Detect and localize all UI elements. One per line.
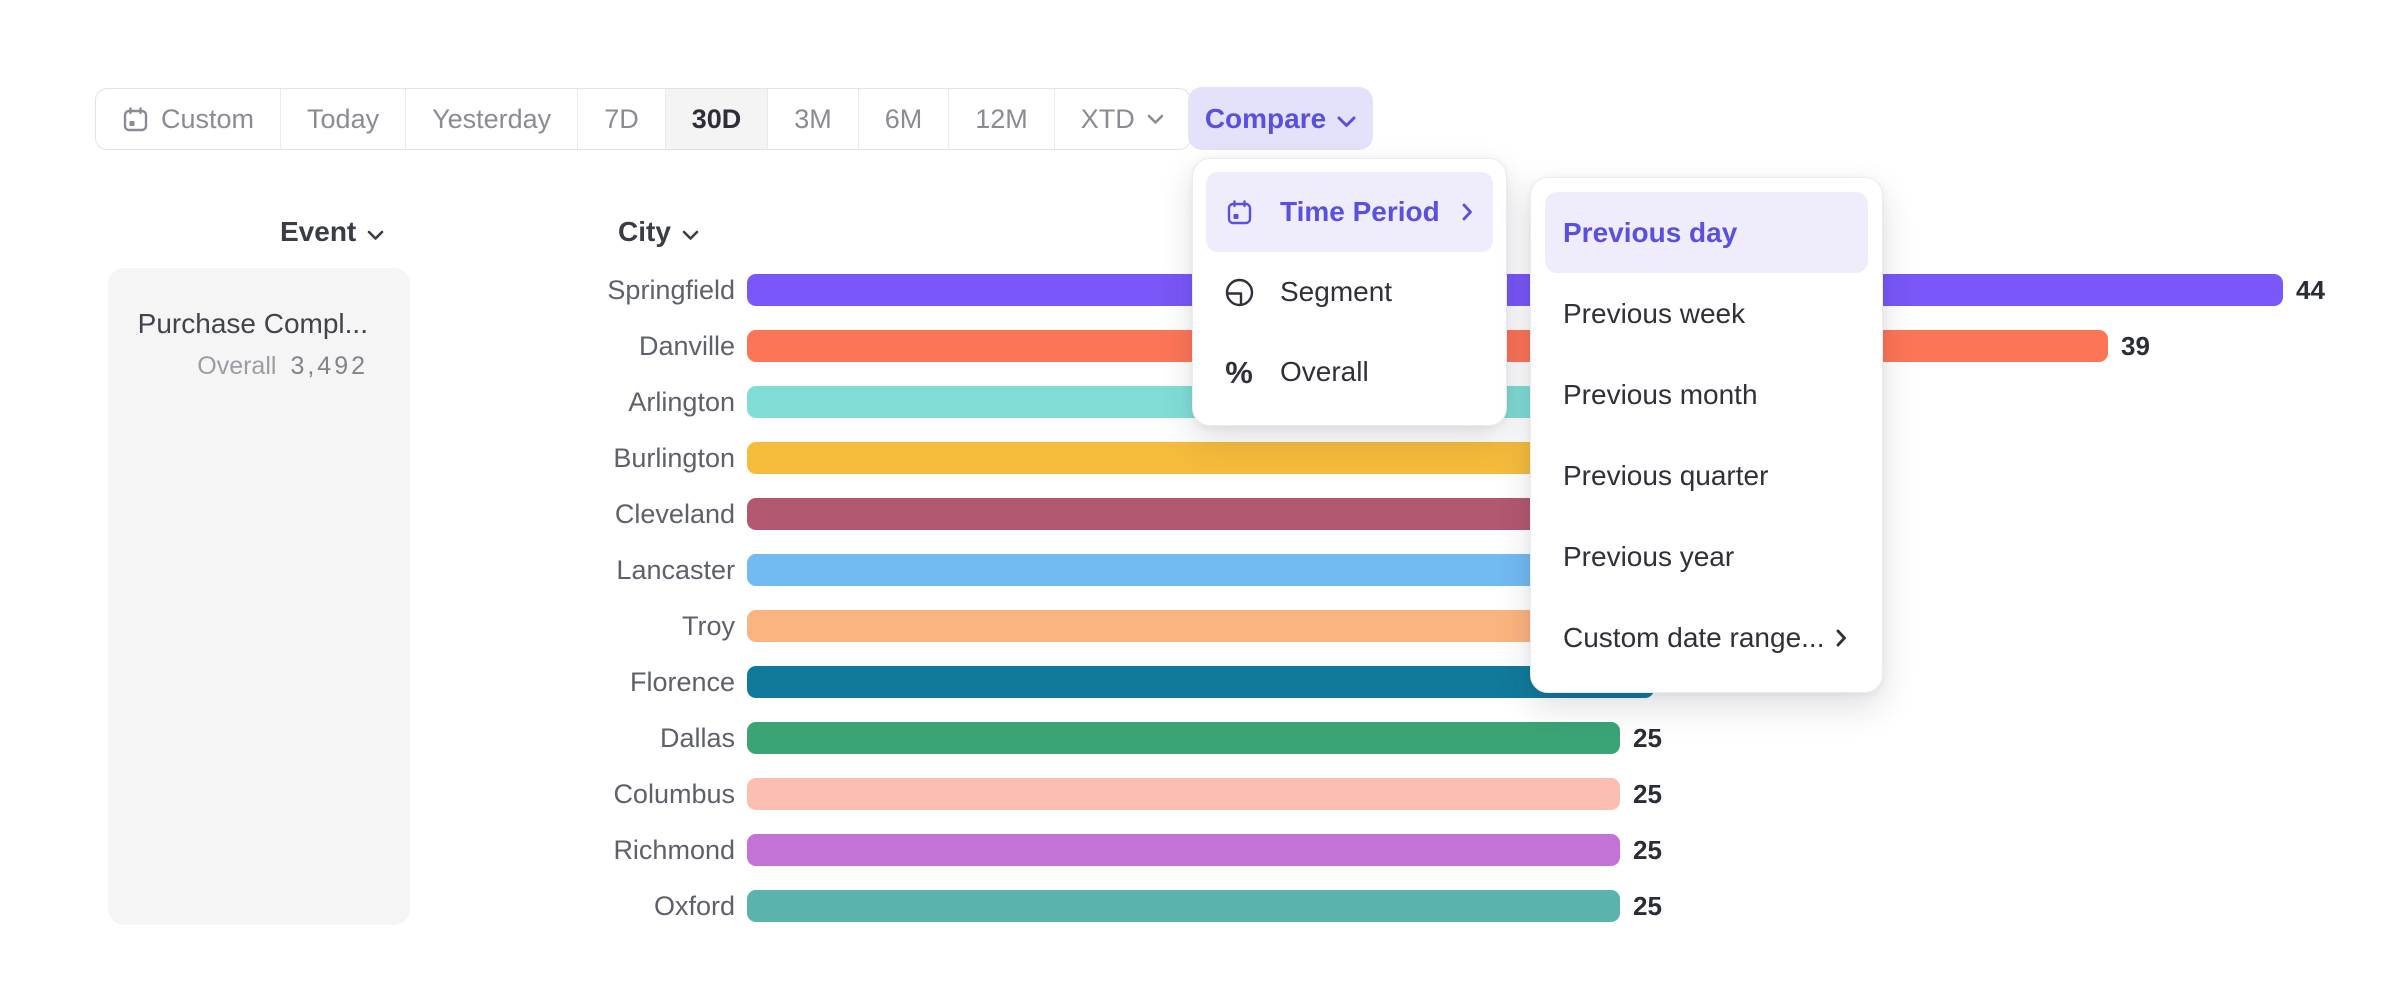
submenu-item-previous-year[interactable]: Previous year xyxy=(1545,516,1868,597)
submenu-item-previous-month[interactable]: Previous month xyxy=(1545,354,1868,435)
bar-label: Burlington xyxy=(613,442,735,473)
bar-value: 25 xyxy=(1633,834,1662,865)
range-button-label: 3M xyxy=(794,103,832,134)
compare-button[interactable]: Compare xyxy=(1188,87,1373,150)
range-button-yesterday[interactable]: Yesterday xyxy=(405,89,577,149)
submenu-item-previous-day[interactable]: Previous day xyxy=(1545,192,1868,273)
compare-menu-item-time-period[interactable]: Time Period xyxy=(1206,172,1493,252)
range-button-today[interactable]: Today xyxy=(280,89,405,149)
bar-label: Danville xyxy=(638,330,735,361)
compare-menu-item-overall[interactable]: % Overall xyxy=(1206,332,1493,412)
menu-item-label: Overall xyxy=(1280,356,1369,387)
range-button-label: Today xyxy=(307,103,380,134)
menu-item-label: Custom date range... xyxy=(1563,621,1825,653)
submenu-item-custom-date-range[interactable]: Custom date range... xyxy=(1545,597,1868,678)
bar-label: Richmond xyxy=(613,834,735,865)
bar-track: 25 xyxy=(747,722,1662,754)
range-button-label: 30D xyxy=(691,103,742,134)
range-button-label: Yesterday xyxy=(432,103,552,134)
bar-track: 25 xyxy=(747,778,1662,810)
bar-track: 44 xyxy=(747,274,2325,306)
chevron-right-icon xyxy=(1836,629,1847,647)
bar[interactable] xyxy=(747,274,2283,306)
chevron-down-icon xyxy=(1147,114,1164,125)
chart-row-oxford: Oxford 25 xyxy=(0,878,2394,934)
range-button-label: 7D xyxy=(604,103,639,134)
calendar-icon xyxy=(1222,199,1256,226)
event-overall-line: Overall 3,492 xyxy=(128,352,368,381)
range-button-label: 12M xyxy=(975,103,1028,134)
bar-track xyxy=(747,666,1654,698)
event-column-header[interactable]: Event xyxy=(280,216,384,248)
bar-label: Springfield xyxy=(607,274,735,305)
bar-label: Arlington xyxy=(628,386,735,417)
overall-value: 3,492 xyxy=(290,352,368,380)
chart-row-columbus: Columbus 25 xyxy=(0,766,2394,822)
range-button-xtd[interactable]: XTD xyxy=(1053,89,1190,149)
percent-icon: % xyxy=(1225,354,1253,390)
submenu-item-previous-week[interactable]: Previous week xyxy=(1545,273,1868,354)
chart-row-springfield: Springfield 44 xyxy=(0,262,2394,318)
calendar-icon xyxy=(122,106,149,133)
menu-item-label: Segment xyxy=(1280,276,1393,307)
menu-item-label: Time Period xyxy=(1280,196,1440,227)
menu-item-label: Previous day xyxy=(1563,216,1738,248)
event-name: Purchase Compl... xyxy=(137,308,368,339)
bar[interactable] xyxy=(747,722,1620,754)
event-header-label: Event xyxy=(280,216,357,247)
date-range-toolbar: Custom Today Yesterday 7D 30D 3M 6M 12M XTD xyxy=(95,88,1191,150)
time-period-submenu: Previous day Previous week Previous month P… xyxy=(1530,177,1883,693)
range-button-label: XTD xyxy=(1080,103,1135,134)
menu-item-label: Previous year xyxy=(1563,540,1735,572)
bar-label: Dallas xyxy=(659,722,735,753)
city-header-label: City xyxy=(618,216,671,247)
bar[interactable] xyxy=(747,666,1654,698)
bar-label: Lancaster xyxy=(616,554,735,585)
overall-label: Overall xyxy=(197,352,277,380)
event-card[interactable]: Purchase Compl... Overall 3,492 xyxy=(108,268,410,925)
chevron-down-icon xyxy=(367,216,384,248)
menu-item-label: Previous week xyxy=(1563,297,1746,329)
bar-value: 25 xyxy=(1633,778,1662,809)
bar-value: 25 xyxy=(1633,890,1662,921)
bar-label: Troy xyxy=(682,610,735,641)
bar-label: Florence xyxy=(629,666,735,697)
range-button-30d[interactable]: 30D xyxy=(664,89,768,149)
range-button-7d[interactable]: 7D xyxy=(577,89,665,149)
compare-button-label: Compare xyxy=(1204,102,1327,134)
chart-row-dallas: Dallas 25 xyxy=(0,710,2394,766)
bar[interactable] xyxy=(747,890,1620,922)
bar-label: Oxford xyxy=(653,890,735,921)
bar[interactable] xyxy=(747,834,1620,866)
bar-value: 39 xyxy=(2121,330,2150,361)
bar-track: 25 xyxy=(747,890,1662,922)
chart-row-richmond: Richmond 25 xyxy=(0,822,2394,878)
segment-icon xyxy=(1222,277,1256,308)
range-button-12m[interactable]: 12M xyxy=(948,89,1054,149)
bar-value: 25 xyxy=(1633,722,1662,753)
range-button-custom[interactable]: Custom xyxy=(96,89,280,149)
bar-label: Cleveland xyxy=(614,498,735,529)
range-button-label: Custom xyxy=(161,103,255,134)
range-button-6m[interactable]: 6M xyxy=(857,89,949,149)
chevron-down-icon xyxy=(682,216,699,248)
range-button-label: 6M xyxy=(884,103,923,134)
bar-label: Columbus xyxy=(613,778,735,809)
bar-track: 25 xyxy=(747,834,1662,866)
chevron-down-icon xyxy=(1337,103,1356,135)
chart-row-florence: Florence xyxy=(0,654,2394,710)
chevron-right-icon xyxy=(1462,203,1473,221)
compare-dropdown-menu: Time Period Segment% Overall xyxy=(1192,158,1507,426)
bar-value: 44 xyxy=(2296,274,2325,305)
city-column-header[interactable]: City xyxy=(618,216,699,248)
menu-item-label: Previous month xyxy=(1563,378,1758,410)
submenu-item-previous-quarter[interactable]: Previous quarter xyxy=(1545,435,1868,516)
range-button-3m[interactable]: 3M xyxy=(767,89,858,149)
menu-item-label: Previous quarter xyxy=(1563,459,1769,491)
bar[interactable] xyxy=(747,778,1620,810)
compare-menu-item-segment[interactable]: Segment xyxy=(1206,252,1493,332)
